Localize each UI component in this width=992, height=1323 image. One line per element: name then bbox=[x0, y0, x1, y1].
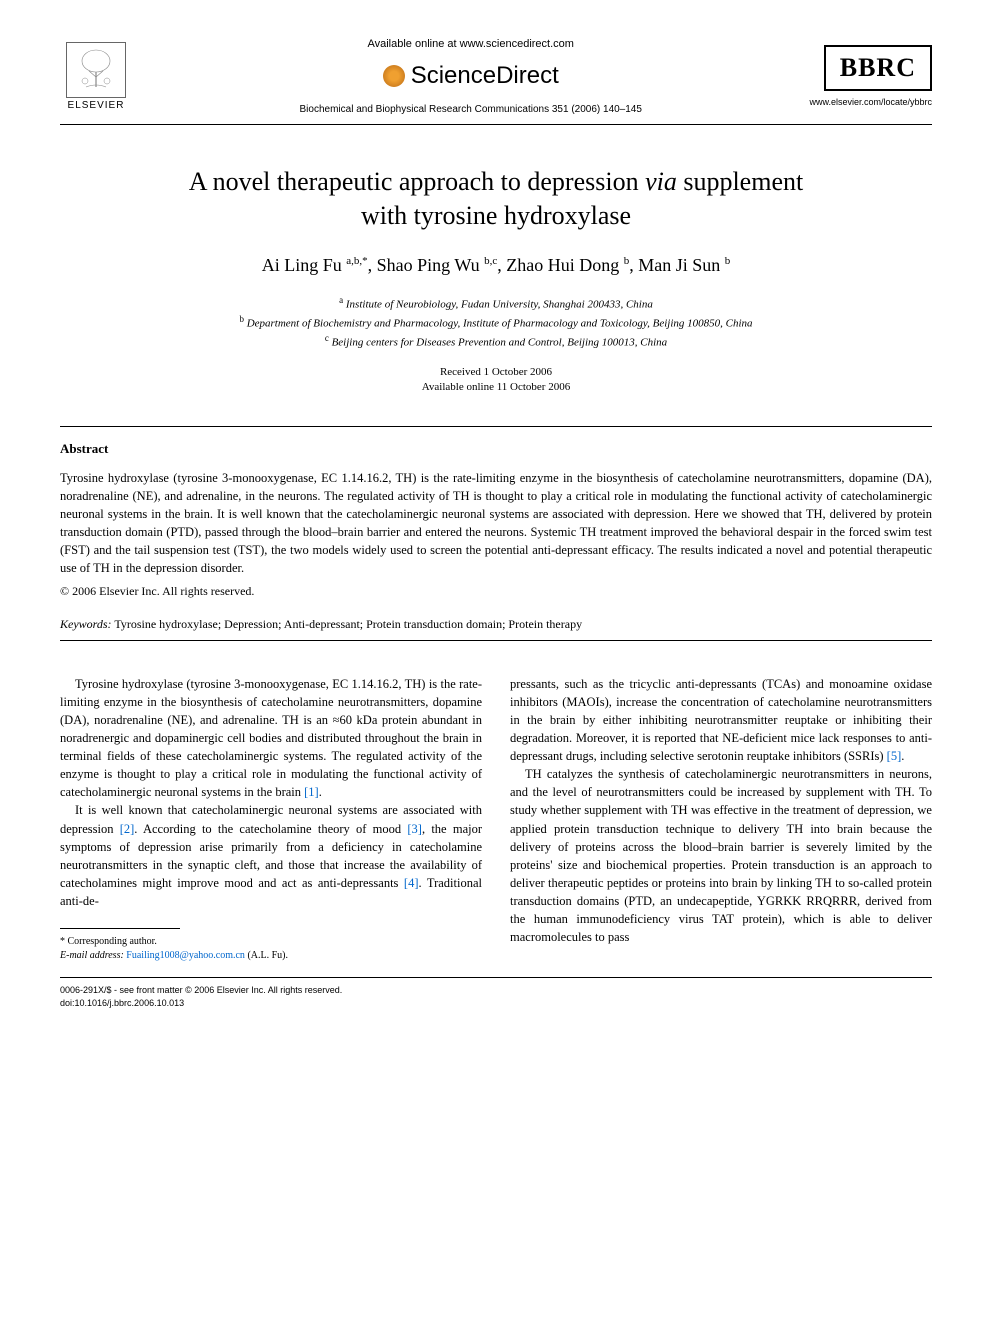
abstract-rule-bottom bbox=[60, 640, 932, 641]
journal-reference: Biochemical and Biophysical Research Com… bbox=[132, 104, 809, 115]
authors-line: Ai Ling Fu a,b,*, Shao Ping Wu b,c, Zhao… bbox=[60, 255, 932, 276]
email-link[interactable]: Fuailing1008@yahoo.com.cn bbox=[126, 950, 245, 961]
body-column-right: pressants, such as the tricyclic anti-de… bbox=[510, 675, 932, 964]
footnote-rule bbox=[60, 928, 180, 929]
ref-link[interactable]: [4] bbox=[404, 876, 419, 890]
header-center: Available online at www.sciencedirect.co… bbox=[132, 38, 809, 115]
corresponding-author-footnote: * Corresponding author. E-mail address: … bbox=[60, 935, 482, 963]
ref-link[interactable]: [3] bbox=[407, 822, 422, 836]
body-paragraph: pressants, such as the tricyclic anti-de… bbox=[510, 675, 932, 766]
publisher-logo: ELSEVIER bbox=[60, 36, 132, 116]
keywords-line: Keywords: Tyrosine hydroxylase; Depressi… bbox=[60, 617, 932, 632]
publisher-name: ELSEVIER bbox=[68, 100, 125, 111]
journal-abbrev: BBRC bbox=[824, 45, 932, 91]
abstract-heading: Abstract bbox=[60, 441, 932, 457]
body-column-left: Tyrosine hydroxylase (tyrosine 3-monooxy… bbox=[60, 675, 482, 964]
header-rule bbox=[60, 124, 932, 125]
body-paragraph: It is well known that catecholaminergic … bbox=[60, 801, 482, 910]
journal-logo-box: BBRC www.elsevier.com/locate/ybbrc bbox=[809, 45, 932, 107]
article-dates: Received 1 October 2006 Available online… bbox=[60, 365, 932, 396]
ref-link[interactable]: [5] bbox=[887, 749, 902, 763]
ref-link[interactable]: [1] bbox=[304, 785, 319, 799]
abstract-copyright: © 2006 Elsevier Inc. All rights reserved… bbox=[60, 584, 932, 599]
body-columns: Tyrosine hydroxylase (tyrosine 3-monooxy… bbox=[60, 675, 932, 964]
sciencedirect-icon bbox=[383, 65, 405, 87]
footer-rule bbox=[60, 977, 932, 978]
body-paragraph: TH catalyzes the synthesis of catecholam… bbox=[510, 765, 932, 946]
affiliations: a Institute of Neurobiology, Fudan Unive… bbox=[60, 294, 932, 351]
abstract-rule-top bbox=[60, 426, 932, 427]
body-paragraph: Tyrosine hydroxylase (tyrosine 3-monooxy… bbox=[60, 675, 482, 802]
platform-name: ScienceDirect bbox=[411, 62, 559, 90]
article-title: A novel therapeutic approach to depressi… bbox=[60, 165, 932, 233]
platform-logo: ScienceDirect bbox=[132, 62, 809, 90]
header-row: ELSEVIER Available online at www.science… bbox=[60, 36, 932, 116]
ref-link[interactable]: [2] bbox=[120, 822, 135, 836]
elsevier-tree-icon bbox=[66, 42, 126, 98]
available-online-text: Available online at www.sciencedirect.co… bbox=[132, 38, 809, 50]
footer: 0006-291X/$ - see front matter © 2006 El… bbox=[60, 984, 932, 1009]
journal-url: www.elsevier.com/locate/ybbrc bbox=[809, 97, 932, 107]
abstract-text: Tyrosine hydroxylase (tyrosine 3-monooxy… bbox=[60, 469, 932, 578]
